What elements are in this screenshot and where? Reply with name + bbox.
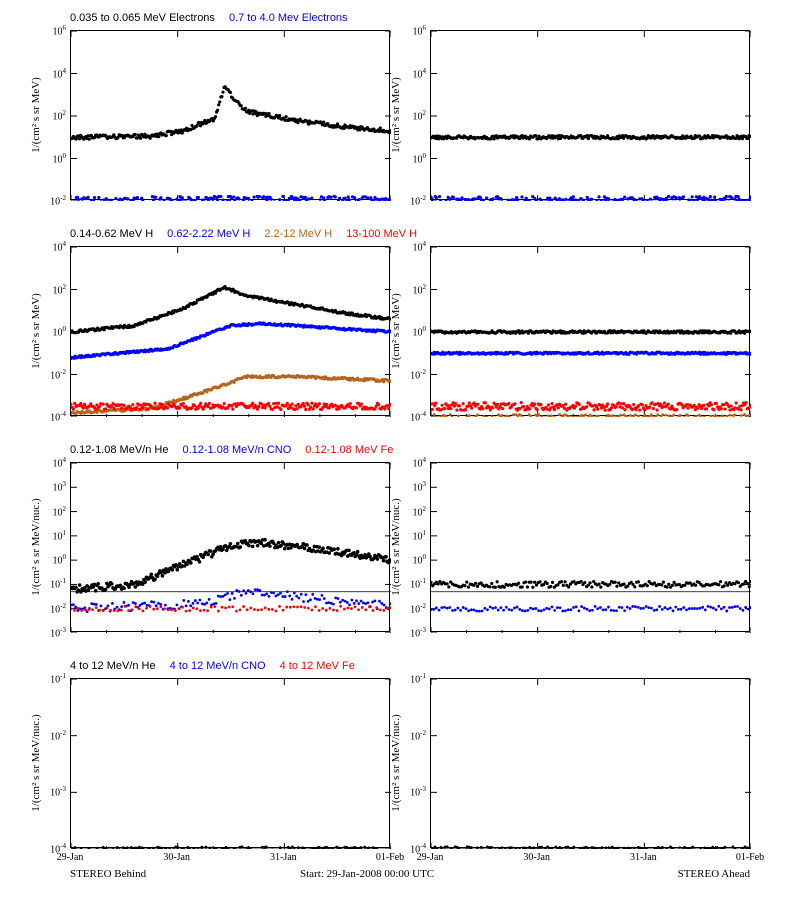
y-axis-label: 1/(cm² s sr MeV/nuc.) bbox=[30, 462, 42, 632]
plot-area bbox=[430, 246, 750, 416]
chart-legend: 0.14-0.62 MeV H 0.62-2.22 MeV H 2.2-12 MeV… bbox=[70, 228, 431, 244]
x-tick-label: 29-Jan bbox=[405, 852, 455, 863]
x-tick-label: 31-Jan bbox=[618, 852, 668, 863]
y-axis-label: 1/(cm² s sr MeV) bbox=[390, 30, 402, 200]
plot-area bbox=[70, 246, 390, 416]
legend-item: 0.7 to 4.0 Mev Electrons bbox=[229, 12, 348, 24]
x-tick-label: 29-Jan bbox=[45, 852, 95, 863]
chart-legend: 0.035 to 0.065 MeV Electrons 0.7 to 4.0 M… bbox=[70, 12, 362, 28]
legend-item: 0.12-1.08 MeV Fe bbox=[305, 444, 393, 456]
y-axis-label: 1/(cm² s sr MeV/nuc.) bbox=[390, 678, 402, 848]
caption-left: STEREO Behind bbox=[70, 868, 146, 880]
chart-legend: 4 to 12 MeV/n He 4 to 12 MeV/n CNO 4 to 12… bbox=[70, 660, 369, 676]
x-tick-label: 30-Jan bbox=[512, 852, 562, 863]
legend-item: 4 to 12 MeV/n CNO bbox=[170, 660, 266, 672]
y-axis-label: 1/(cm² s sr MeV) bbox=[30, 30, 42, 200]
legend-item: 0.62-2.22 MeV H bbox=[167, 228, 250, 240]
x-tick-label: 30-Jan bbox=[152, 852, 202, 863]
legend-item: 13-100 MeV H bbox=[346, 228, 417, 240]
plot-area bbox=[430, 462, 750, 632]
legend-item: 4 to 12 MeV/n He bbox=[70, 660, 156, 672]
x-tick-label: 31-Jan bbox=[258, 852, 308, 863]
legend-item: 0.035 to 0.065 MeV Electrons bbox=[70, 12, 215, 24]
plot-area bbox=[70, 678, 390, 848]
y-axis-label: 1/(cm² s sr MeV) bbox=[30, 246, 42, 416]
chart-legend: 0.12-1.08 MeV/n He 0.12-1.08 MeV/n CNO 0.1… bbox=[70, 444, 407, 460]
caption-center: Start: 29-Jan-2008 00:00 UTC bbox=[300, 868, 434, 880]
plot-area bbox=[430, 678, 750, 848]
plot-area bbox=[70, 462, 390, 632]
caption-right: STEREO Ahead bbox=[678, 868, 750, 880]
y-axis-label: 1/(cm² s sr MeV/nuc.) bbox=[390, 462, 402, 632]
x-tick-label: 01-Feb bbox=[725, 852, 775, 863]
legend-item: 0.12-1.08 MeV/n CNO bbox=[182, 444, 291, 456]
plot-area bbox=[70, 30, 390, 200]
legend-item: 0.12-1.08 MeV/n He bbox=[70, 444, 168, 456]
legend-item: 0.14-0.62 MeV H bbox=[70, 228, 153, 240]
figure-root: 0.035 to 0.065 MeV Electrons 0.7 to 4.0 M… bbox=[0, 0, 800, 900]
legend-item: 4 to 12 MeV Fe bbox=[280, 660, 355, 672]
y-axis-label: 1/(cm² s sr MeV/nuc.) bbox=[30, 678, 42, 848]
y-axis-label: 1/(cm² s sr MeV) bbox=[390, 246, 402, 416]
plot-area bbox=[430, 30, 750, 200]
legend-item: 2.2-12 MeV H bbox=[264, 228, 332, 240]
